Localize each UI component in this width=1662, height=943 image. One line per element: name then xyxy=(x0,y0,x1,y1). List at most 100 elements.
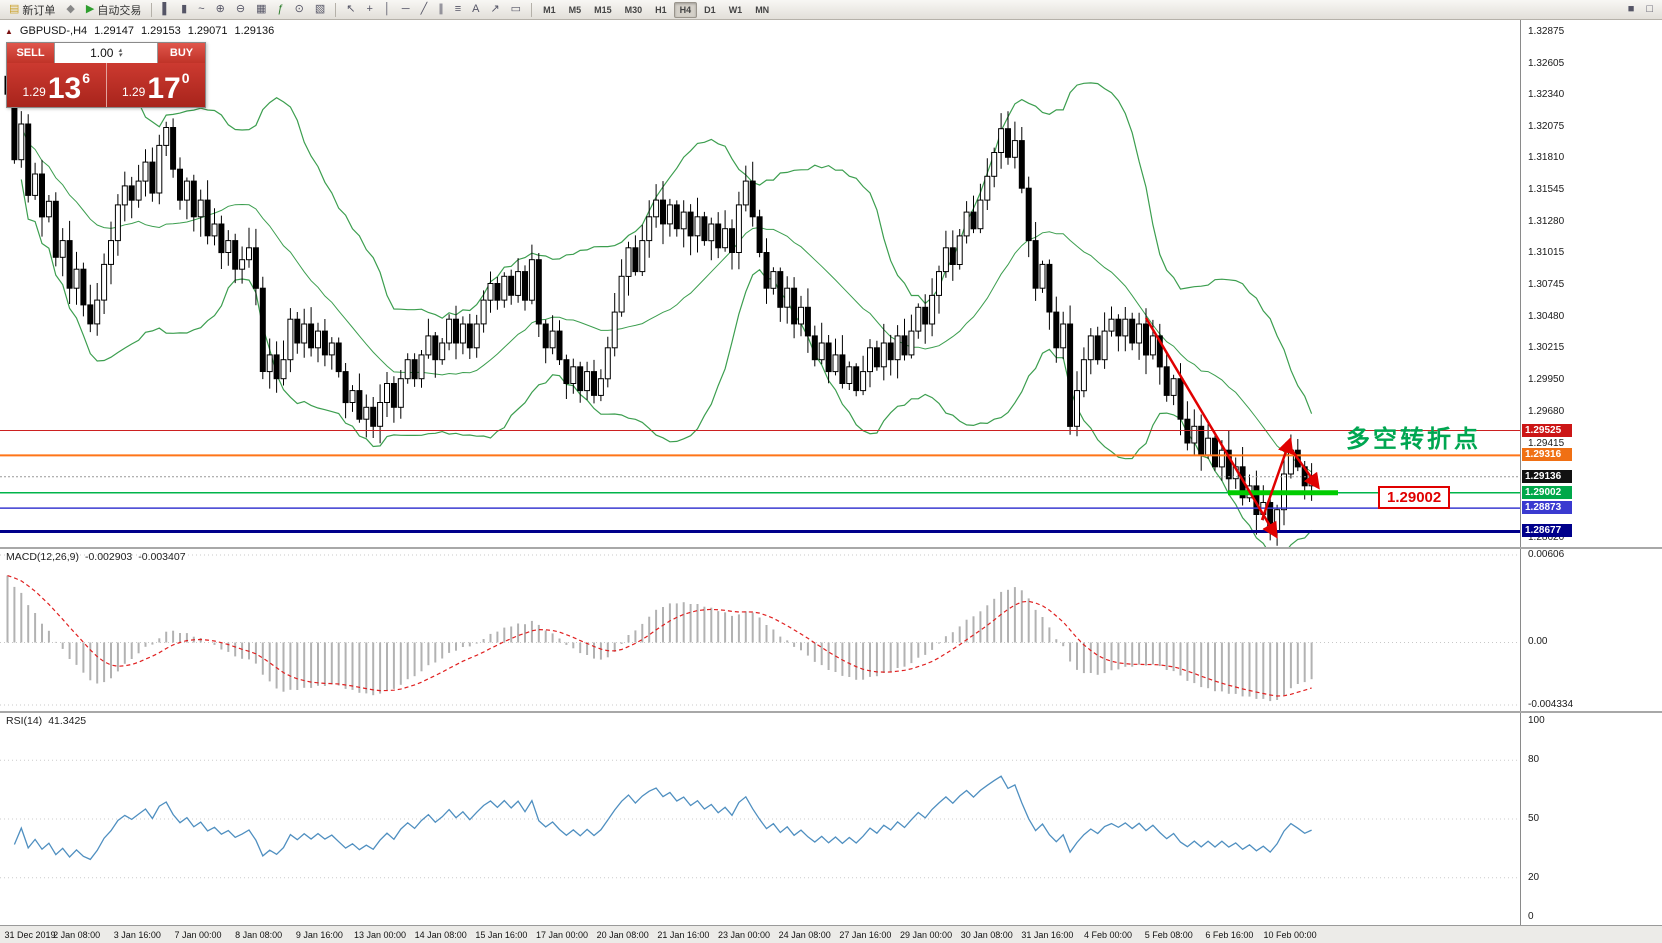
bar-chart-button[interactable]: ▌ xyxy=(157,0,175,19)
timeframe-d1-button[interactable]: D1 xyxy=(704,4,716,15)
crosshair-button[interactable]: + xyxy=(361,0,377,19)
zoom-in-icon: ⊕ xyxy=(215,3,225,15)
periods-icon: ⊙ xyxy=(294,3,304,15)
time-axis-label: 6 Feb 16:00 xyxy=(1205,930,1254,940)
buy-price-prefix: 1.29 xyxy=(121,85,146,99)
new-order-button[interactable]: ▤ 新订单 xyxy=(4,0,60,19)
timeframe-m15-button[interactable]: M15 xyxy=(594,4,612,15)
rsi-indicator-label: RSI(14) 41.3425 xyxy=(6,715,86,727)
timeframe-m5-button[interactable]: M5 xyxy=(568,4,582,15)
fibonacci-retracement-button[interactable]: ≡ xyxy=(450,0,466,19)
timeframe-w1-button[interactable]: W1 xyxy=(728,4,743,15)
step-back-icon: ■ xyxy=(1627,3,1635,15)
price-tick: 1.32075 xyxy=(1528,120,1565,132)
time-axis-label: 3 Jan 16:00 xyxy=(113,930,161,940)
buy-button[interactable]: BUY xyxy=(158,43,205,63)
lot-size-field[interactable]: 1.00 ▴ ▾ xyxy=(54,43,158,63)
cursor-icon: ↖ xyxy=(346,3,356,15)
autotrading-label: 自动交易 xyxy=(97,4,142,17)
zoom-in-button[interactable]: ⊕ xyxy=(211,0,230,19)
equidistant-channel-icon: ∥ xyxy=(438,3,444,15)
price-tick: 1.31545 xyxy=(1528,184,1565,196)
toolbar-separator xyxy=(335,2,337,17)
new-order-icon: ▤ xyxy=(9,3,20,15)
horizontal-line-icon: ─ xyxy=(401,3,410,15)
time-axis-label: 14 Jan 08:00 xyxy=(414,930,467,940)
line-chart-button[interactable]: ~ xyxy=(193,0,209,19)
arrow-objects-icon: ↗ xyxy=(490,3,500,15)
sell-price[interactable]: 1.29 13 6 xyxy=(7,63,106,107)
turning-point-annotation: 多空转折点 xyxy=(1346,426,1481,453)
one-click-trading-panel: SELL 1.00 ▴ ▾ BUY 1.29 13 6 1.29 17 0 xyxy=(6,42,206,108)
sell-price-prefix: 1.29 xyxy=(22,85,46,99)
collapse-one-click-icon[interactable]: ▲ xyxy=(5,26,13,36)
macd-scale-tick: -0.004334 xyxy=(1528,699,1574,710)
macd-panel-canvas[interactable] xyxy=(0,549,1520,711)
timeframe-m1-button[interactable]: M1 xyxy=(543,4,556,15)
candlestick-chart-icon: ▮ xyxy=(181,3,188,15)
zoom-out-button[interactable]: ⊖ xyxy=(231,0,250,19)
ohlc-close: 1.29136 xyxy=(234,25,275,37)
sell-button[interactable]: SELL xyxy=(7,43,54,63)
templates-icon: ▧ xyxy=(314,3,326,15)
price-scale[interactable]: 1.32875 1.32605 1.32340 1.32075 1.31810 1.315… xyxy=(1520,20,1662,925)
ohlc-open: 1.29147 xyxy=(94,25,134,37)
vertical-line-button[interactable]: │ xyxy=(379,0,396,19)
time-axis-label: 20 Jan 08:00 xyxy=(596,930,649,940)
rsi-value: 41.3425 xyxy=(48,715,87,727)
cursor-button[interactable]: ↖ xyxy=(341,0,360,19)
templates-button[interactable]: ▧ xyxy=(310,0,330,19)
autotrading-icon: ▶ xyxy=(85,3,95,15)
equidistant-channel-button[interactable]: ∥ xyxy=(433,0,449,19)
horizontal-line-button[interactable]: ─ xyxy=(397,0,415,19)
price-tick: 1.30480 xyxy=(1528,310,1565,322)
time-axis-label: 31 Jan 16:00 xyxy=(1021,930,1074,940)
charts-profile-button[interactable]: ◆ xyxy=(61,0,79,19)
timeframe-m30-button[interactable]: M30 xyxy=(624,4,643,15)
time-axis-label: 30 Jan 08:00 xyxy=(960,930,1013,940)
step-forward-button[interactable]: □ xyxy=(1641,0,1658,19)
price-tick: 1.31280 xyxy=(1528,215,1565,227)
main-chart-canvas[interactable] xyxy=(0,20,1520,547)
step-back-button[interactable]: ■ xyxy=(1623,0,1640,19)
time-axis[interactable]: 31 Dec 2019 2 Jan 08:00 3 Jan 16:00 7 Jan 0… xyxy=(0,925,1662,943)
lot-increase-icon[interactable]: ▴ xyxy=(118,47,122,54)
price-tick: 1.29680 xyxy=(1528,406,1565,418)
lot-size-value[interactable]: 1.00 xyxy=(90,46,114,60)
price-level-box: 1.29525 xyxy=(1522,423,1572,437)
shapes-button[interactable]: ▭ xyxy=(506,0,526,19)
toolbar-separator xyxy=(531,2,533,17)
macd-signal-value: -0.003407 xyxy=(138,551,186,563)
macd-panel-splitter[interactable] xyxy=(0,547,1662,549)
timeframe-mn-button[interactable]: MN xyxy=(755,4,770,15)
trendline-button[interactable]: ╱ xyxy=(416,0,433,19)
lot-decrease-icon[interactable]: ▾ xyxy=(118,52,122,59)
price-tick: 1.29415 xyxy=(1528,437,1565,449)
macd-name: MACD(12,26,9) xyxy=(6,551,79,563)
time-axis-label: 31 Dec 2019 xyxy=(4,930,56,940)
tile-windows-button[interactable]: ▦ xyxy=(251,0,271,19)
buy-price-point: 0 xyxy=(181,70,190,86)
candlestick-chart-button[interactable]: ▮ xyxy=(176,0,192,19)
price-level-callout: 1.29002 xyxy=(1378,486,1451,509)
timeframe-h4-button[interactable]: H4 xyxy=(673,1,698,18)
new-order-label: 新订单 xyxy=(22,4,56,17)
autotrading-button[interactable]: ▶ 自动交易 xyxy=(81,0,146,19)
timeframe-h1-button[interactable]: H1 xyxy=(655,4,667,15)
periods-button[interactable]: ⊙ xyxy=(290,0,309,19)
text-label-button[interactable]: A xyxy=(467,0,484,19)
trendline-icon: ╱ xyxy=(420,3,428,15)
arrow-objects-button[interactable]: ↗ xyxy=(485,0,504,19)
rsi-panel-canvas[interactable] xyxy=(0,713,1520,925)
charts-profile-icon: ◆ xyxy=(66,3,75,15)
price-tick: 1.31810 xyxy=(1528,152,1565,164)
rsi-panel-splitter[interactable] xyxy=(0,711,1662,713)
buy-price[interactable]: 1.29 17 0 xyxy=(105,63,206,107)
lot-spinner[interactable]: ▴ ▾ xyxy=(118,47,122,59)
price-level-box: 1.29316 xyxy=(1522,448,1572,462)
main-toolbar: ▤ 新订单 ◆ ▶ 自动交易 ▌ ▮ ~ ⊕ ⊖ ▦ ƒ ⊙ ▧ ↖ + │ ─ ╱ ∥ ≡ A ↗ ▭ M1 M5 M15 M30 H… xyxy=(0,0,1662,20)
price-tick: 1.32605 xyxy=(1528,57,1565,69)
indicators-button[interactable]: ƒ xyxy=(272,0,288,19)
time-axis-label: 2 Jan 08:00 xyxy=(53,930,101,940)
price-tick: 1.30215 xyxy=(1528,342,1565,354)
